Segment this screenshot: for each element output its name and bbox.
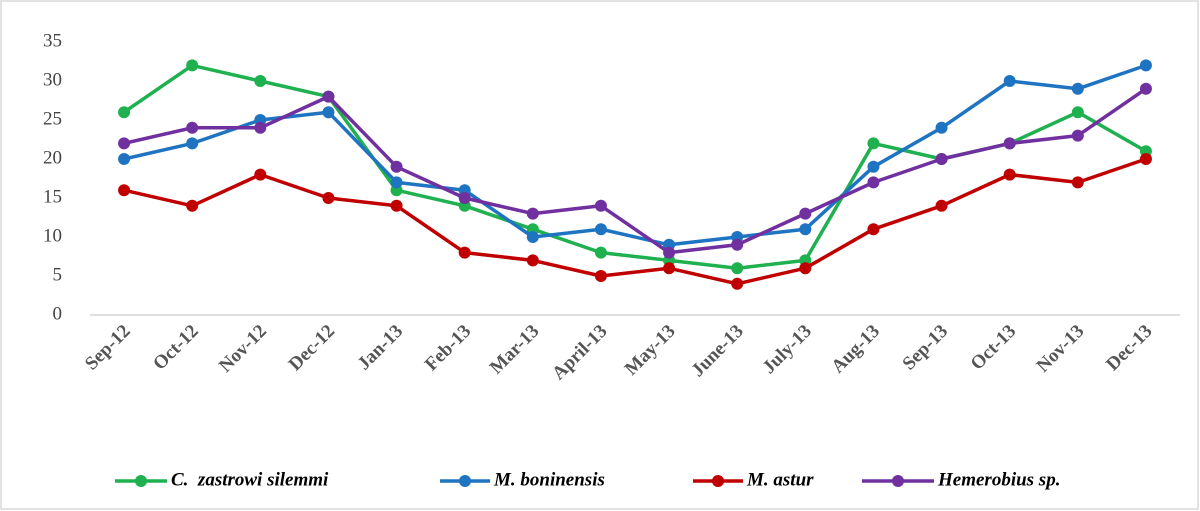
data-point (935, 121, 948, 134)
data-point (1139, 153, 1152, 165)
data-point (1071, 82, 1084, 95)
data-point (458, 246, 471, 259)
legend-marker (135, 475, 147, 487)
series-line (123, 87, 1147, 255)
data-point (867, 160, 880, 173)
legend-label: M. astur (746, 469, 814, 490)
data-point (526, 254, 539, 267)
data-point (1071, 129, 1084, 142)
y-tick-label: 20 (43, 147, 62, 168)
data-point (1139, 82, 1152, 95)
data-point (1139, 59, 1152, 72)
data-point (186, 137, 199, 150)
data-point (390, 160, 403, 173)
y-tick-label: 10 (43, 225, 62, 246)
data-point (935, 153, 948, 165)
data-point (322, 90, 335, 103)
data-point (254, 121, 267, 134)
data-point (186, 199, 199, 212)
data-point (254, 168, 267, 181)
y-tick-label: 15 (43, 186, 62, 207)
data-point (663, 262, 676, 275)
data-point (663, 246, 676, 259)
legend-marker (892, 475, 904, 487)
data-point (594, 270, 607, 282)
data-point (526, 231, 539, 243)
data-point (594, 199, 607, 212)
data-point (1071, 106, 1084, 119)
data-point (118, 184, 131, 197)
data-point (731, 262, 744, 275)
y-tick-label: 35 (43, 30, 62, 51)
data-point (322, 192, 335, 204)
data-point (118, 106, 131, 119)
data-point (322, 106, 335, 119)
y-tick-label: 0 (53, 303, 63, 324)
data-point (1071, 176, 1084, 189)
data-point (731, 277, 744, 290)
data-point (799, 223, 812, 236)
data-point (799, 207, 812, 220)
data-point (935, 199, 948, 212)
data-point (186, 121, 199, 134)
data-point (1003, 168, 1016, 181)
legend-marker (712, 475, 724, 487)
data-point (458, 192, 471, 204)
data-point (867, 223, 880, 236)
data-point (867, 137, 880, 150)
legend-label: Hemerobius sp. (937, 469, 1060, 490)
y-tick-label: 30 (43, 69, 62, 90)
data-point (186, 59, 199, 72)
data-point (118, 137, 131, 150)
y-tick-label: 5 (53, 264, 63, 285)
data-point (1003, 137, 1016, 150)
data-point (526, 207, 539, 220)
data-point (254, 75, 267, 87)
series-line (123, 63, 1147, 247)
data-point (390, 176, 403, 189)
legend-label: M. boninensis (493, 469, 605, 490)
data-point (118, 153, 131, 165)
data-point (594, 223, 607, 236)
data-point (867, 176, 880, 189)
data-point (731, 238, 744, 251)
legend-label: C. zastrowi silemmi (171, 469, 329, 490)
data-point (1003, 75, 1016, 87)
y-tick-label: 25 (43, 108, 62, 129)
series-line (123, 157, 1147, 286)
data-point (594, 246, 607, 259)
data-point (799, 262, 812, 275)
data-point (390, 199, 403, 212)
legend-marker (459, 475, 471, 487)
